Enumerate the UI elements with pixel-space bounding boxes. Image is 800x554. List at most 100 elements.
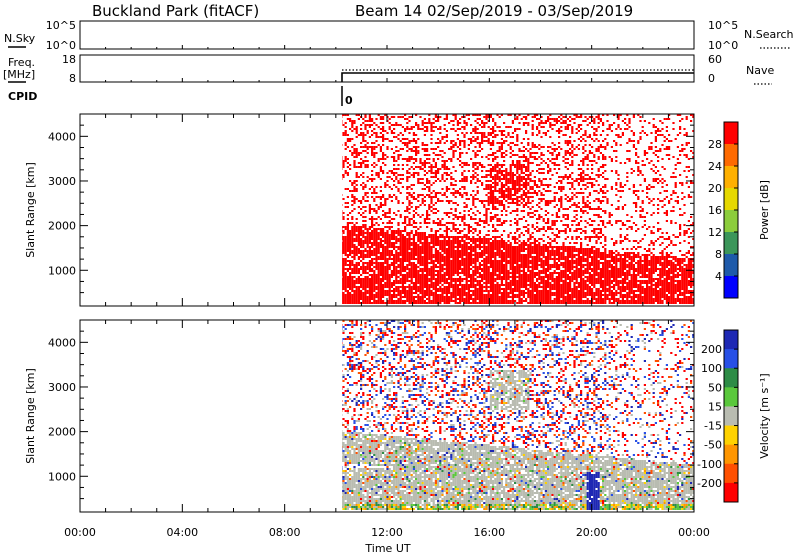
heatmap-cell xyxy=(505,248,508,250)
heatmap-cell xyxy=(522,116,525,118)
heatmap-cell xyxy=(355,234,358,236)
heatmap-cell xyxy=(445,302,448,304)
heatmap-cell xyxy=(366,200,369,202)
heatmap-cell xyxy=(342,300,345,302)
heatmap-cell xyxy=(516,182,519,184)
heatmap-cell xyxy=(406,170,409,172)
heatmap-cell xyxy=(368,234,371,236)
heatmap-cell xyxy=(395,254,398,256)
heatmap-cell xyxy=(516,230,519,232)
heatmap-cell xyxy=(516,260,519,262)
heatmap-cell xyxy=(533,264,536,266)
heatmap-cell xyxy=(421,244,424,246)
heatmap-cell xyxy=(527,198,530,200)
heatmap-cell xyxy=(498,240,501,242)
heatmap-cell xyxy=(531,266,534,268)
heatmap-cell xyxy=(500,210,503,212)
heatmap-cell xyxy=(516,196,519,198)
heatmap-cell xyxy=(500,284,503,286)
heatmap-cell xyxy=(342,262,343,264)
heatmap-cell xyxy=(498,300,501,302)
heatmap-cell xyxy=(549,252,552,254)
heatmap-cell xyxy=(349,238,352,240)
heatmap-cell xyxy=(377,174,380,176)
heatmap-cell xyxy=(505,194,508,196)
heatmap-cell xyxy=(492,132,495,134)
heatmap-cell xyxy=(401,142,404,144)
heatmap-cell xyxy=(439,244,442,246)
heatmap-cell xyxy=(415,160,418,162)
heatmap-cell xyxy=(349,250,352,252)
heatmap-cell xyxy=(401,302,404,304)
heatmap-cell xyxy=(454,170,457,172)
heatmap-cell xyxy=(500,276,503,278)
heatmap-cell xyxy=(379,132,382,134)
heatmap-cell xyxy=(461,284,464,286)
heatmap-cell xyxy=(336,288,338,290)
heatmap-cell xyxy=(465,280,468,282)
heatmap-cell xyxy=(395,172,398,174)
heatmap-cell xyxy=(459,148,462,150)
heatmap-cell xyxy=(417,182,420,184)
heatmap-cell xyxy=(445,188,448,190)
heatmap-cell xyxy=(525,254,528,256)
heatmap-cell xyxy=(454,114,457,116)
heatmap-cell xyxy=(377,232,380,234)
heatmap-cell xyxy=(472,248,475,250)
heatmap-cell xyxy=(472,232,475,234)
heatmap-cell xyxy=(375,240,378,242)
heatmap-cell xyxy=(450,158,453,160)
heatmap-cell xyxy=(514,276,517,278)
heatmap-cell xyxy=(476,114,479,116)
heatmap-cell xyxy=(503,272,506,274)
heatmap-cell xyxy=(417,138,420,140)
heatmap-cell xyxy=(373,234,376,236)
heatmap-cell xyxy=(516,164,519,166)
heatmap-cell xyxy=(500,144,503,146)
heatmap-cell xyxy=(529,172,532,174)
heatmap-cell xyxy=(463,210,466,212)
heatmap-cell xyxy=(542,246,545,248)
heatmap-cell xyxy=(547,246,550,248)
heatmap-cell xyxy=(509,166,512,168)
heatmap-cell xyxy=(386,276,389,278)
heatmap-cell xyxy=(432,296,435,298)
heatmap-cell xyxy=(375,164,378,166)
heatmap-cell xyxy=(489,148,492,150)
heatmap-cell xyxy=(364,146,367,148)
heatmap-cell xyxy=(536,260,539,262)
heatmap-cell xyxy=(393,230,396,232)
heatmap-cell xyxy=(397,280,400,282)
heatmap-cell xyxy=(384,270,387,272)
heatmap-cell xyxy=(371,208,374,210)
heatmap-cell xyxy=(549,276,552,278)
heatmap-cell xyxy=(533,248,536,250)
heatmap-cell xyxy=(527,276,530,278)
heatmap-cell xyxy=(527,270,530,272)
heatmap-cell xyxy=(349,276,352,278)
heatmap-cell xyxy=(461,238,464,240)
heatmap-cell xyxy=(373,190,376,192)
heatmap-cell xyxy=(452,266,455,268)
heatmap-cell xyxy=(509,178,512,180)
heatmap-cell xyxy=(456,280,459,282)
heatmap-cell xyxy=(450,262,453,264)
heatmap-cell xyxy=(454,302,457,304)
heatmap-cell xyxy=(375,292,378,294)
heatmap-cell xyxy=(531,152,534,154)
heatmap-cell xyxy=(507,296,510,298)
heatmap-cell xyxy=(382,286,385,288)
heatmap-cell xyxy=(395,278,398,280)
heatmap-cell xyxy=(406,294,409,296)
heatmap-cell xyxy=(489,218,492,220)
heatmap-cell xyxy=(518,274,521,276)
heatmap-cell xyxy=(518,286,521,288)
heatmap-cell xyxy=(336,248,338,250)
heatmap-cell xyxy=(362,268,365,270)
heatmap-cell xyxy=(357,118,360,120)
heatmap-cell xyxy=(375,254,378,256)
heatmap-cell xyxy=(393,284,396,286)
heatmap-cell xyxy=(485,262,488,264)
heatmap-cell xyxy=(410,116,413,118)
heatmap-cell xyxy=(450,300,453,302)
